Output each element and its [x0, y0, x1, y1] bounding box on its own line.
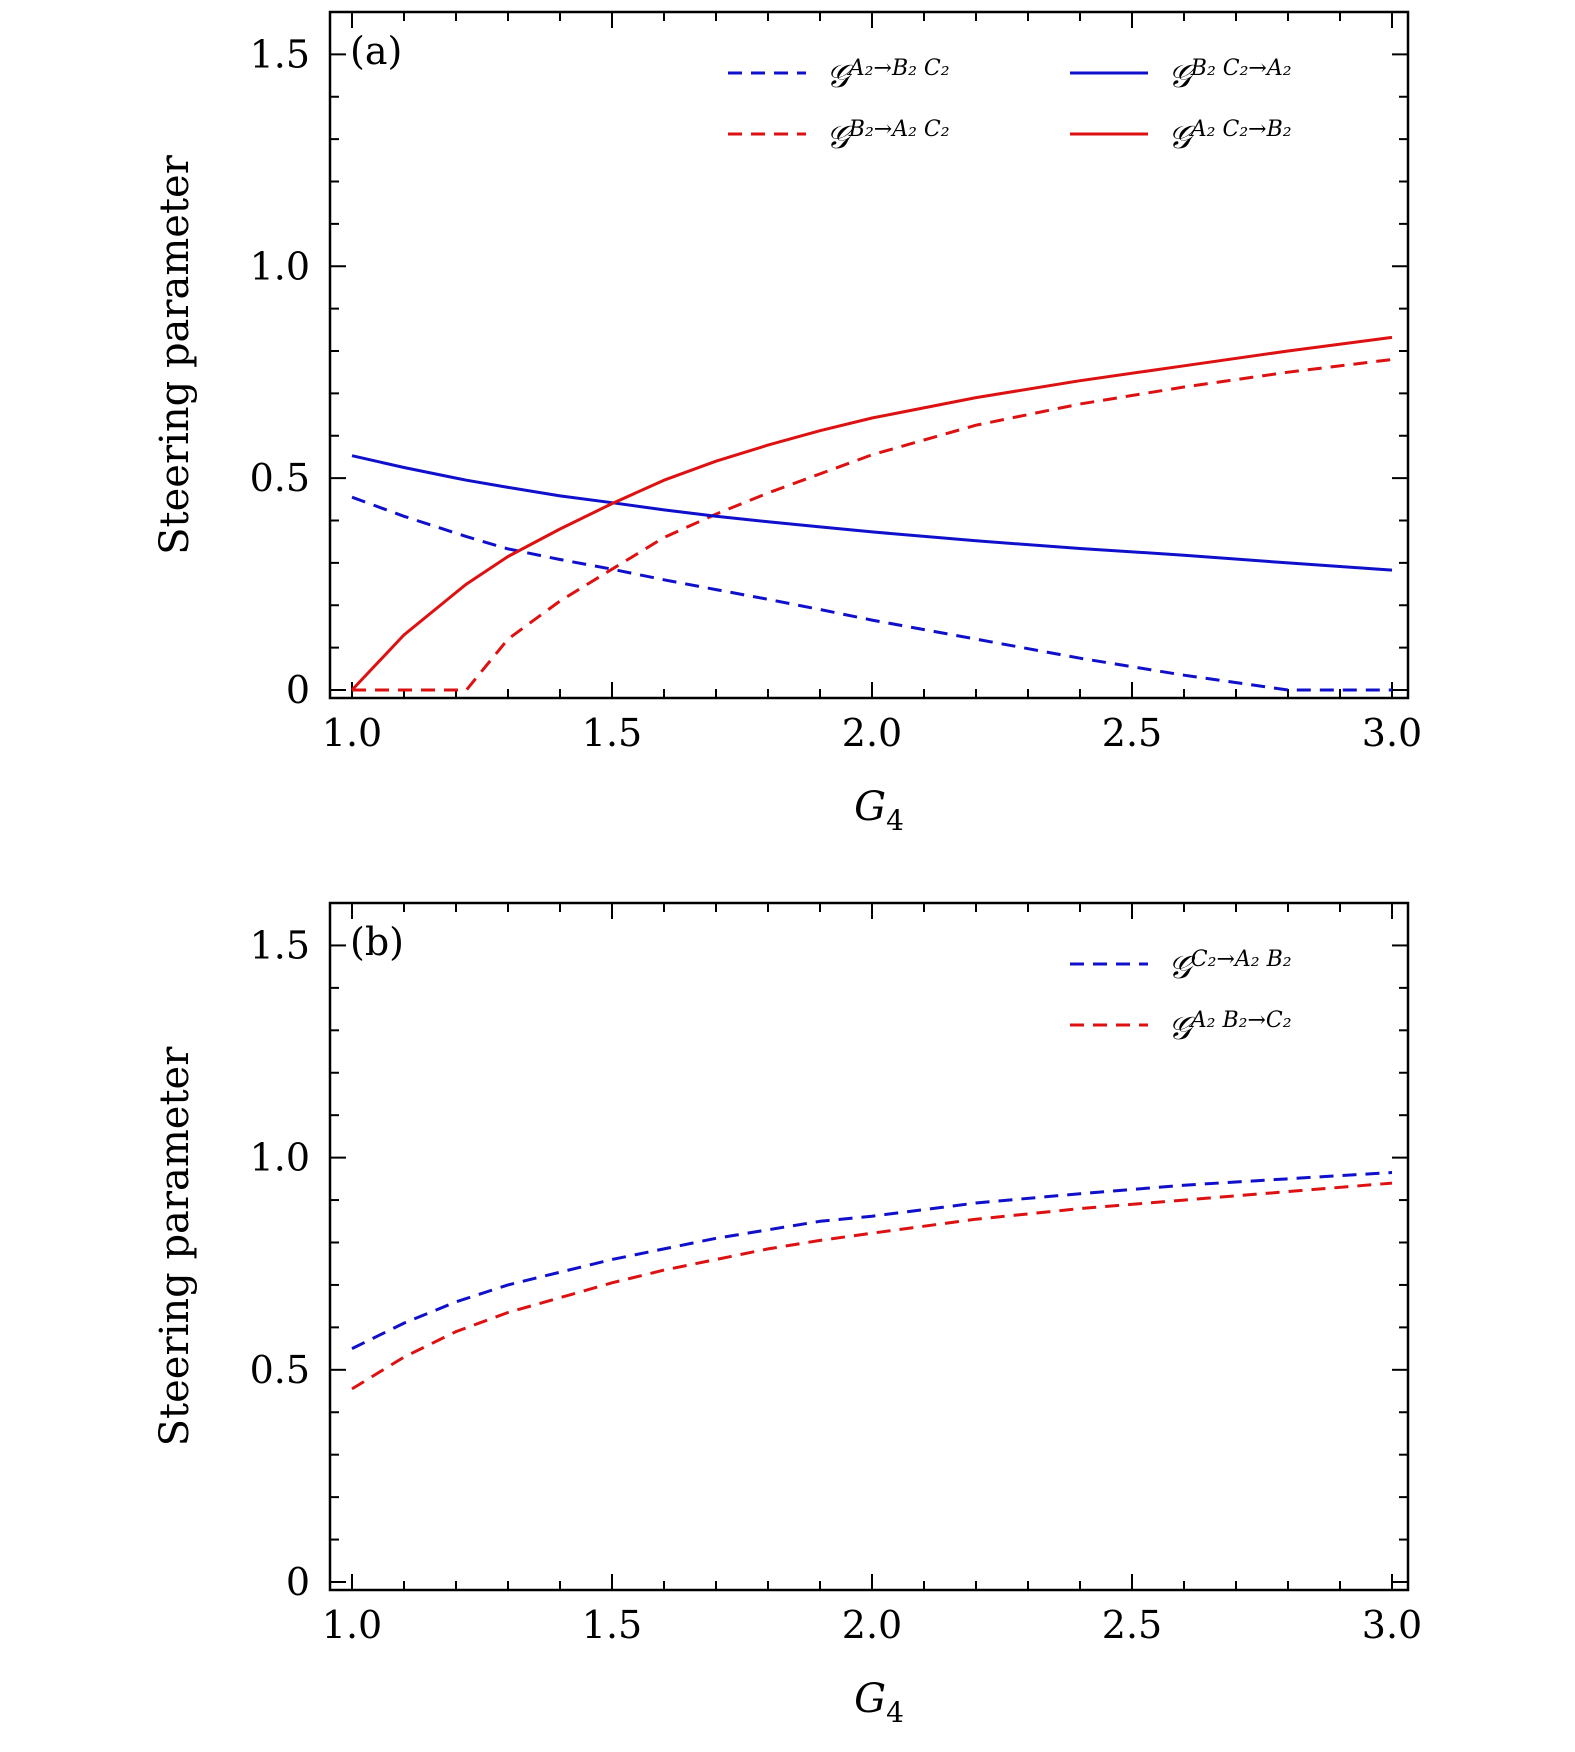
series-line-4 [350, 335, 1393, 692]
legend: 𝒢C₂→A₂ B₂ 𝒢A₂ B₂→C₂ [1070, 947, 1292, 1047]
x-tick-label: 2.5 [1102, 711, 1162, 755]
legend-label: 𝒢B₂ C₂→A₂ [1168, 56, 1292, 95]
series-line-3 [351, 454, 1393, 572]
chart-panel-b: 1.0 1.5 2.0 2.5 3.0 0 0.5 1.0 1.5 G4 Steering para… [152, 901, 1422, 1729]
legend-label: 𝒢C₂→A₂ B₂ [1168, 947, 1292, 986]
chart-panel-a: 1.0 1.5 2.0 2.5 3.0 0 0.5 1.0 1.5 G4 Steering para… [152, 10, 1422, 837]
legend-label: 𝒢A₂ B₂→C₂ [1168, 1008, 1292, 1047]
x-tick-label: 1.0 [322, 711, 382, 755]
x-axis-title: G4 [854, 784, 904, 837]
legend-label: 𝒢A₂→B₂ C₂ [826, 56, 950, 95]
x-tick-label: 2.5 [1102, 1603, 1162, 1647]
legend-label: 𝒢B₂→A₂ C₂ [826, 117, 950, 156]
panel-label: (a) [350, 29, 402, 73]
x-tick-label: 2.0 [842, 711, 902, 755]
series-line-2 [351, 1181, 1393, 1391]
x-axis-title: G4 [854, 1676, 904, 1729]
x-tick-label: 3.0 [1362, 1603, 1422, 1647]
series-line-1 [351, 1171, 1393, 1350]
y-axis-title: Steering parameter [152, 154, 198, 555]
series-line-1 [351, 495, 1392, 692]
y-tick-label: 0.5 [250, 456, 310, 500]
y-tick-label: 1.0 [250, 244, 310, 288]
y-tick-label: 0 [286, 668, 310, 712]
y-tick-label: 1.5 [250, 32, 310, 76]
plot-frame [328, 10, 1410, 700]
y-tick-label: 0.5 [250, 1348, 310, 1392]
panel-label: (b) [350, 920, 404, 964]
y-tick-label: 0 [286, 1560, 310, 1604]
x-tick-label: 1.5 [582, 711, 642, 755]
x-tick-label: 1.0 [322, 1603, 382, 1647]
legend: 𝒢A₂→B₂ C₂ 𝒢B₂→A₂ C₂ 𝒢B₂ C₂→A₂ 𝒢A₂ C₂→B₂ [728, 56, 1292, 156]
y-tick-label: 1.0 [250, 1136, 310, 1180]
plot-frame [328, 901, 1410, 1592]
x-tick-label: 1.5 [582, 1603, 642, 1647]
y-axis-title: Steering parameter [152, 1046, 198, 1447]
x-tick-label: 3.0 [1362, 711, 1422, 755]
series-line-2 [352, 358, 1393, 692]
y-tick-label: 1.5 [250, 923, 310, 967]
legend-label: 𝒢A₂ C₂→B₂ [1168, 117, 1292, 156]
x-tick-label: 2.0 [842, 1603, 902, 1647]
